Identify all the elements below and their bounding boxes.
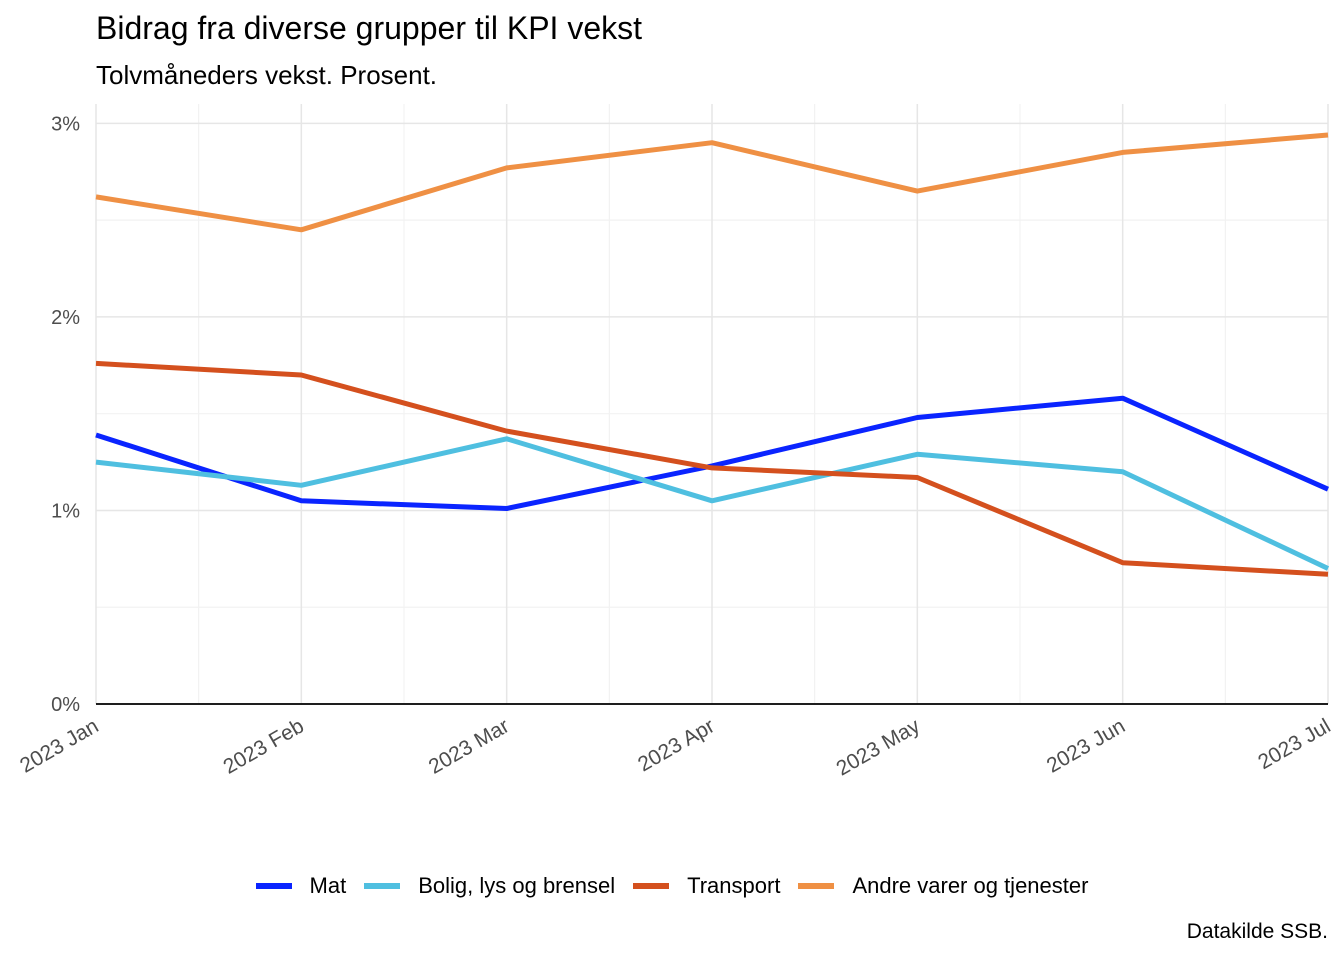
series-line-bolig-lys-og-brensel: [95, 436, 1330, 571]
legend-swatch: [798, 883, 835, 889]
legend-label: Andre varer og tjenester: [852, 873, 1089, 898]
x-axis: 2023 Jan 2023 Feb 2023 Mar 2023 Apr 2023 May…: [16, 714, 1334, 780]
x-tick-label: 2023 Feb: [219, 714, 307, 778]
x-tick-label: 2023 Mar: [425, 714, 513, 778]
y-tick-label: 0%: [51, 694, 80, 716]
y-axis: 0% 1% 2% 3%: [51, 113, 80, 716]
y-tick-label: 2%: [51, 307, 80, 329]
x-tick-label: 2023 Apr: [634, 714, 718, 776]
x-tick-label: 2023 Jan: [16, 714, 102, 777]
chart-subtitle: Tolvmåneders vekst. Prosent.: [96, 60, 438, 90]
legend-label: Bolig, lys og brensel: [418, 873, 616, 898]
series-lines: [95, 132, 1330, 577]
legend-swatch: [633, 883, 670, 889]
legend-item: Mat: [255, 873, 347, 899]
legend-swatch: [255, 883, 292, 889]
x-tick-label: 2023 Jun: [1043, 714, 1129, 777]
series-line-transport: [95, 360, 1329, 577]
legend-item: Andre varer og tjenester: [798, 873, 1088, 899]
y-tick-label: 1%: [51, 500, 80, 522]
legend-label: Transport: [687, 873, 781, 898]
x-tick-label: 2023 May: [832, 714, 924, 780]
chart-caption: Datakilde SSB.: [1186, 920, 1328, 943]
legend: Mat Bolig, lys og brensel Transport Andre v…: [0, 868, 1344, 904]
series-line-andre-varer-og-tjenester: [95, 132, 1329, 233]
line-chart: 0% 1% 2% 3% 2023 Jan 2023 Feb 2023 Mar 2023 Ap…: [16, 104, 1335, 780]
x-tick-label: 2023 Jul: [1254, 714, 1334, 774]
legend-label: Mat: [309, 873, 347, 898]
y-tick-label: 3%: [51, 113, 80, 135]
major-grid: [95, 104, 1329, 705]
legend-item: Bolig, lys og brensel: [364, 873, 615, 899]
chart-title: Bidrag fra diverse grupper til KPI vekst: [96, 10, 643, 46]
legend-item: Transport: [633, 873, 780, 899]
legend-swatch: [364, 883, 401, 889]
